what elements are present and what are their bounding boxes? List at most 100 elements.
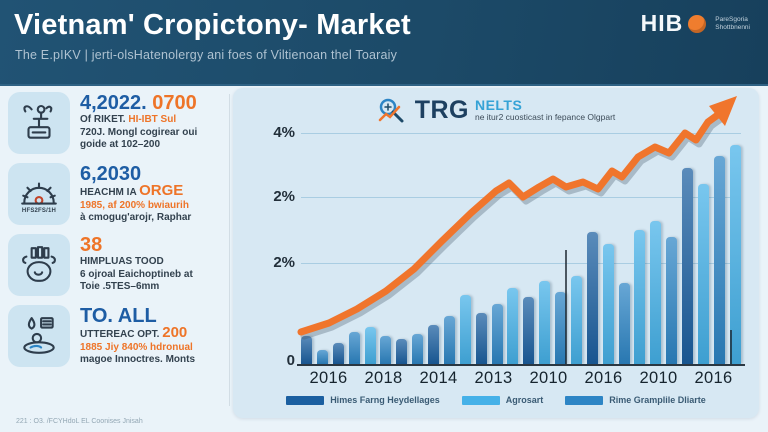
stat-body: 6,2030 HEACHM IA ORGE 1985, af 200% bwia…: [80, 163, 230, 225]
stat-line3: à cmogug'arojr, Raphar: [80, 212, 192, 223]
x-axis-tick: 2016: [309, 369, 348, 387]
legend-swatch: [286, 395, 325, 405]
bar: [713, 156, 725, 364]
trend-line: [297, 110, 723, 336]
water-lamp-icon: [8, 305, 70, 367]
stat-card-2: HFS2FS/1H 6,2030 HEACHM IA ORGE 1985, af…: [8, 163, 230, 225]
bar: [729, 144, 741, 364]
bar: [682, 167, 693, 364]
brand-logo: HIB PareSgoria Shottbnenni: [641, 10, 750, 37]
bar: [523, 297, 535, 364]
logo-text: HIB: [640, 10, 684, 36]
x-axis-tick: 2016: [694, 369, 733, 387]
x-axis-tick: 2010: [529, 369, 568, 387]
bar: [412, 333, 424, 364]
legend-label: Rime Gramplile Dliarte: [609, 395, 706, 405]
stat-line1: Of RIKET. HI-IBT Sul: [80, 114, 177, 125]
stat-line1: HEACHM IA ORGE: [80, 182, 184, 199]
stat-card-4: TO. ALL UTTEREAC OPT. 200 1885 Jiy 840% …: [8, 305, 230, 367]
stat-line3: magoe Innoctres. Monts: [80, 354, 196, 365]
bar: [570, 276, 582, 364]
logo-dot-icon: [688, 14, 707, 33]
logo-tagline-line1: PareSgoria: [715, 15, 748, 23]
stat-card-3: 38 HIMPLUAS TOOD 6 ojroal Eaichoptineb a…: [8, 234, 230, 296]
magnifier-chart-icon: [378, 98, 404, 123]
legend-label: Agrosart: [505, 395, 544, 405]
marker-lines: [565, 250, 732, 364]
trend-line-layer: [297, 96, 737, 364]
legend-item: Himes Farng Heydellages: [286, 395, 440, 405]
footer-note: 221 : O3. /FCYHdoL EL Coonises Jnisah: [16, 418, 143, 425]
gridline: [301, 263, 741, 265]
gauge-icon-caption: HFS2FS/1H: [21, 208, 57, 214]
chart-card: TRG NELTS ne itur2 cuosticast in fepance…: [233, 88, 759, 418]
header: Vietnam' Cropictony- Market The E.pIKV |…: [0, 0, 768, 86]
plot-area: 4% 2% 2% 0: [273, 96, 745, 369]
stat-body: TO. ALL UTTEREAC OPT. 200 1885 Jiy 840% …: [80, 305, 230, 367]
gridline: [301, 133, 741, 134]
stat-line2: 1885 Jiy 840% hdronual: [80, 341, 193, 353]
y-axis-tick: 4%: [273, 124, 295, 141]
page-title: Vietnam' Cropictony- Market: [14, 9, 411, 41]
bar: [475, 313, 487, 364]
organ-icon: [8, 234, 70, 296]
stat-value: 6,2030: [80, 163, 142, 185]
stat-line2: 720J. Mongl cogirear oui: [80, 126, 198, 138]
stat-line3: goide at 102–200: [80, 139, 161, 150]
y-axis-tick: 2%: [273, 254, 295, 272]
bar: [634, 230, 646, 364]
bar: [380, 336, 392, 364]
bar: [586, 232, 598, 364]
stat-body: 4,2022. 0700 Of RIKET. HI-IBT Sul 720J. …: [80, 92, 230, 152]
bar: [650, 220, 662, 364]
bar: [301, 336, 312, 364]
x-axis-tick: 2013: [474, 369, 513, 387]
stat-line2: 6 ojroal Eaichoptineb at: [80, 268, 193, 280]
bar: [396, 338, 408, 364]
bar: [539, 280, 551, 364]
bar: [443, 315, 455, 364]
bars: [301, 133, 741, 364]
logo-tagline-line2: Shottbnenni: [715, 23, 750, 31]
logo-tagline: PareSgoria Shottbnenni: [715, 16, 750, 32]
bar: [459, 294, 471, 364]
bar: [348, 331, 360, 364]
bar: [555, 292, 566, 364]
gauge-icon: HFS2FS/1H: [8, 163, 70, 225]
chart-brand-accent: NELTS: [474, 97, 523, 113]
stat-line1: HIMPLUAS TOOD: [80, 256, 164, 267]
stats-sidebar: 4,2022. 0700 Of RIKET. HI-IBT Sul 720J. …: [8, 92, 230, 376]
stat-body: 38 HIMPLUAS TOOD 6 ojroal Eaichoptineb a…: [80, 234, 230, 294]
chart-legend: Himes Farng Heydellages Agrosart Rime Gram…: [233, 395, 759, 405]
legend-label: Himes Farng Heydellages: [330, 395, 440, 405]
trend-arrowhead-icon: [709, 96, 737, 126]
stat-line2: 1985, af 200% bwiaurih: [80, 199, 189, 211]
chart-header: TRG NELTS ne itur2 cuosticast in fepance…: [233, 94, 759, 133]
bar: [316, 350, 328, 364]
y-axis-tick: 0: [286, 352, 295, 369]
legend-swatch: [461, 395, 500, 405]
chart-brand-right: NELTS ne itur2 cuosticast in fepance Olg…: [475, 98, 615, 122]
x-axis-tick: 2018: [364, 369, 403, 387]
sidebar-divider: [229, 94, 230, 406]
x-axis-tick: 2010: [639, 369, 678, 387]
bar: [491, 303, 503, 364]
stat-line1: UTTEREAC OPT. 200: [80, 324, 188, 341]
bar: [364, 327, 376, 364]
bar: [507, 287, 519, 364]
bar: [332, 343, 344, 364]
x-axis-labels: 2016 2018 2014 2013 2010 2016 2010 2016: [301, 369, 741, 388]
stat-value: TO. ALL: [80, 305, 157, 327]
x-axis-tick: 2014: [419, 369, 458, 387]
bar: [697, 183, 709, 364]
page-subtitle: The E.pIKV | jerti-olsHatenolergy ani fo…: [15, 48, 398, 62]
x-axis-line: [297, 363, 745, 366]
legend-swatch: [565, 395, 604, 405]
stat-value: 4,2022. 0700: [80, 92, 197, 114]
legend-item: Agrosart: [461, 395, 544, 405]
x-axis-tick: 2016: [584, 369, 623, 387]
stat-value: 38: [80, 234, 103, 256]
bar: [602, 243, 614, 364]
stat-card-1: 4,2022. 0700 Of RIKET. HI-IBT Sul 720J. …: [8, 92, 230, 154]
